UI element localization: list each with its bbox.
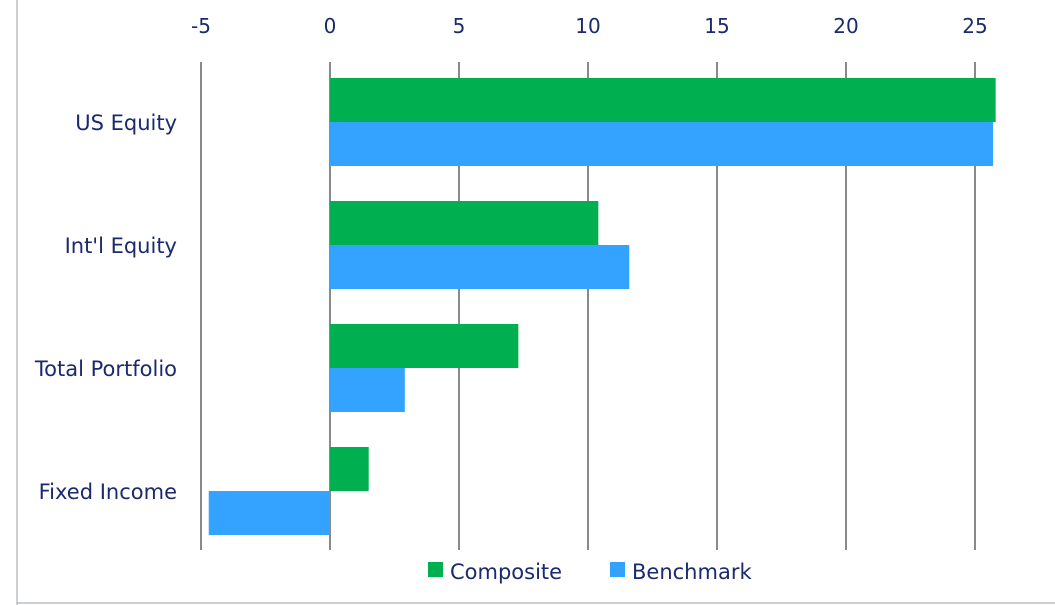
category-label: Total Portfolio [34,357,177,381]
bar-composite [330,447,369,491]
category-label: Int'l Equity [65,234,177,258]
bar-benchmark [330,245,630,289]
legend: Composite Benchmark [428,560,752,584]
legend-swatch-benchmark [610,562,625,577]
bar-benchmark [208,491,330,535]
category-labels: US Equity Int'l Equity Total Portfolio Fixe… [34,111,177,504]
x-tick-label: 15 [704,14,729,38]
bar-composite [330,324,519,368]
bars [208,78,996,535]
x-tick-label: 20 [833,14,858,38]
x-tick-label: 25 [962,14,987,38]
x-axis-ticks: -5 0 5 10 15 20 25 [191,14,988,38]
bar-composite [330,78,996,122]
category-label: Fixed Income [39,480,177,504]
legend-swatch-composite [428,562,443,577]
bar-benchmark [330,122,994,166]
x-tick-label: 0 [324,14,337,38]
category-label: US Equity [75,111,177,135]
x-tick-label: 5 [453,14,466,38]
bar-composite [330,201,599,245]
bar-benchmark [330,368,405,412]
legend-label-composite: Composite [450,560,562,584]
x-tick-label: -5 [191,14,211,38]
legend-label-benchmark: Benchmark [632,560,752,584]
x-tick-label: 10 [575,14,600,38]
